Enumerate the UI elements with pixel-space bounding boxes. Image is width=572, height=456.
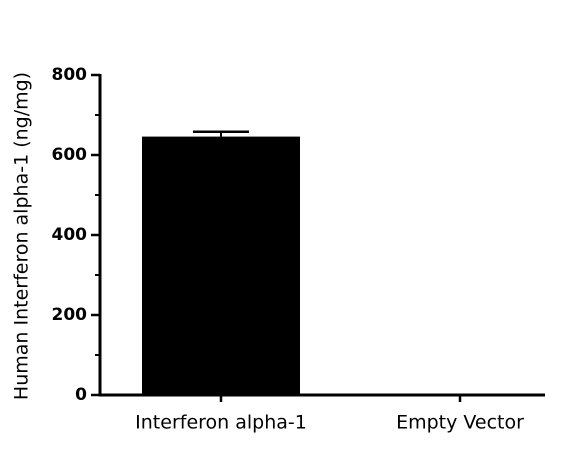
- x-tick-label: Empty Vector: [396, 412, 524, 434]
- bar: [142, 136, 300, 395]
- y-tick-label: 600: [52, 145, 88, 165]
- y-tick-label: 400: [52, 225, 88, 245]
- x-tick-label: Interferon alpha-1: [135, 412, 307, 434]
- y-tick-label: 800: [52, 65, 88, 85]
- y-tick-label: 200: [52, 305, 88, 325]
- y-tick-label: 0: [75, 385, 87, 405]
- y-axis-label: Human Interferon alpha-1 (ng/mg): [11, 72, 33, 400]
